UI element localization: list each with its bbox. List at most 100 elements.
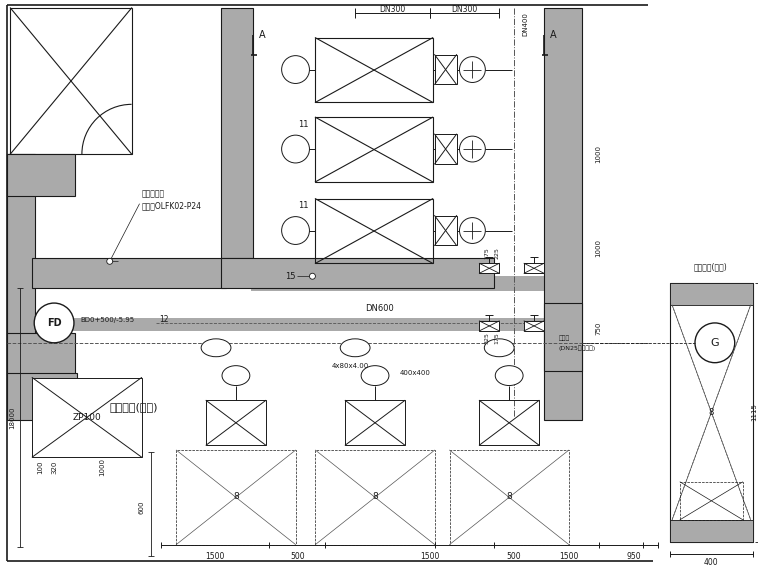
Text: 950: 950 xyxy=(626,552,641,562)
Bar xyxy=(221,258,494,288)
Bar xyxy=(221,8,253,258)
Text: 4x80x4.00: 4x80x4.00 xyxy=(331,362,369,369)
Bar xyxy=(32,258,226,288)
Text: A: A xyxy=(550,30,556,40)
Text: 11: 11 xyxy=(298,201,309,210)
Bar xyxy=(8,154,75,196)
Bar xyxy=(176,450,296,545)
Text: 18000: 18000 xyxy=(9,406,15,428)
Bar xyxy=(251,276,549,291)
Circle shape xyxy=(460,57,486,83)
Bar xyxy=(315,38,432,102)
Text: 1115: 1115 xyxy=(752,403,758,421)
Bar xyxy=(435,134,457,164)
Bar xyxy=(524,263,544,273)
Text: DN300: DN300 xyxy=(451,5,477,14)
Bar xyxy=(315,450,435,545)
Text: 进风机房(战时): 进风机房(战时) xyxy=(109,402,158,413)
Bar xyxy=(670,519,752,542)
Text: 500: 500 xyxy=(290,552,305,562)
Text: 1000: 1000 xyxy=(99,458,105,476)
Circle shape xyxy=(34,303,74,343)
Text: 8: 8 xyxy=(708,408,714,417)
Text: A: A xyxy=(258,30,265,40)
Text: 1000: 1000 xyxy=(596,145,602,163)
Text: 加压泵: 加压泵 xyxy=(559,335,570,341)
Bar xyxy=(345,401,405,445)
Circle shape xyxy=(282,135,309,163)
Text: 剖切面位置: 剖切面位置 xyxy=(141,189,165,198)
Bar xyxy=(8,373,77,420)
Text: 225: 225 xyxy=(495,248,500,259)
Ellipse shape xyxy=(340,339,370,357)
Circle shape xyxy=(460,217,486,244)
Text: 1000: 1000 xyxy=(596,240,602,257)
Bar xyxy=(8,333,75,374)
Text: DN600: DN600 xyxy=(366,303,394,312)
Text: 进风机房(战时): 进风机房(战时) xyxy=(694,262,728,271)
Text: 11: 11 xyxy=(298,119,309,129)
Text: DN400: DN400 xyxy=(522,12,528,36)
Bar xyxy=(544,8,581,420)
Bar xyxy=(32,378,141,457)
Bar xyxy=(315,117,432,182)
Text: G: G xyxy=(711,338,719,348)
Bar xyxy=(680,482,743,519)
Text: 1500: 1500 xyxy=(420,552,439,562)
Bar xyxy=(32,258,226,288)
Text: 1500: 1500 xyxy=(559,552,578,562)
Text: 500: 500 xyxy=(507,552,521,562)
Text: 详见图OLFK02-P24: 详见图OLFK02-P24 xyxy=(141,201,201,210)
Ellipse shape xyxy=(201,339,231,357)
Text: 750: 750 xyxy=(596,321,602,335)
Ellipse shape xyxy=(222,366,250,386)
Bar xyxy=(544,303,581,370)
Text: 400: 400 xyxy=(704,558,718,567)
Bar xyxy=(315,199,432,263)
Bar xyxy=(480,263,499,273)
Circle shape xyxy=(460,136,486,162)
Circle shape xyxy=(282,217,309,245)
Text: 325: 325 xyxy=(485,332,489,344)
Text: BD0+500/-5.95: BD0+500/-5.95 xyxy=(80,317,134,323)
Bar xyxy=(435,55,457,84)
Bar xyxy=(8,373,77,420)
Bar xyxy=(435,216,457,245)
Bar xyxy=(8,154,35,417)
Text: 1500: 1500 xyxy=(205,552,225,562)
Circle shape xyxy=(106,258,112,265)
Text: 600: 600 xyxy=(138,500,144,513)
Bar xyxy=(11,8,131,154)
Bar xyxy=(206,401,266,445)
Bar xyxy=(670,283,752,542)
Text: 175: 175 xyxy=(485,248,489,259)
Bar xyxy=(670,283,752,305)
Bar xyxy=(8,154,75,196)
Bar xyxy=(544,303,581,370)
Text: 320: 320 xyxy=(51,460,57,474)
Bar xyxy=(221,8,253,258)
Text: 12: 12 xyxy=(160,315,169,324)
Text: 8: 8 xyxy=(372,492,378,501)
Ellipse shape xyxy=(496,366,523,386)
Bar xyxy=(670,283,752,305)
Text: ZP100: ZP100 xyxy=(72,413,101,422)
Text: 8: 8 xyxy=(233,492,239,501)
Bar xyxy=(670,519,752,542)
Text: 8: 8 xyxy=(506,492,512,501)
Bar xyxy=(8,154,35,417)
Ellipse shape xyxy=(484,339,515,357)
Circle shape xyxy=(282,56,309,84)
Text: FD: FD xyxy=(47,318,62,328)
Text: (DN25排污管接): (DN25排污管接) xyxy=(559,345,596,351)
Text: 175: 175 xyxy=(495,332,500,344)
Bar xyxy=(524,321,544,331)
Text: 400x400: 400x400 xyxy=(399,370,430,376)
Bar xyxy=(8,333,75,374)
Circle shape xyxy=(695,323,735,362)
Bar xyxy=(480,401,539,445)
Text: 15: 15 xyxy=(285,272,296,281)
Ellipse shape xyxy=(361,366,389,386)
Bar xyxy=(450,450,568,545)
Bar xyxy=(62,318,549,331)
